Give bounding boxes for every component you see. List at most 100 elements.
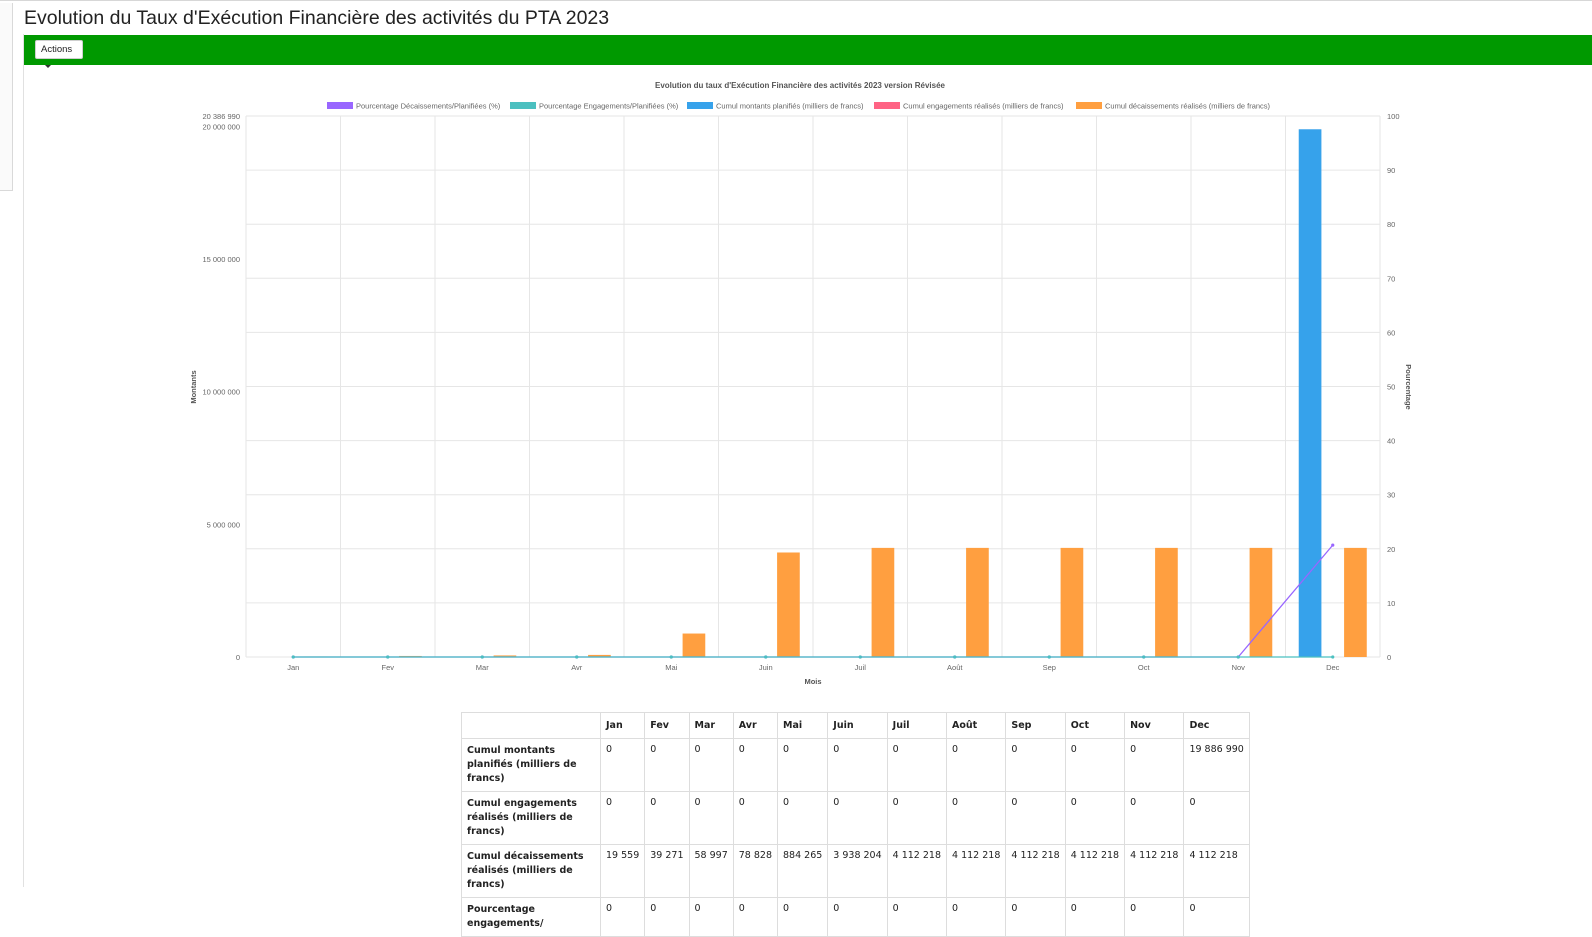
table-cell: 0 [688, 897, 734, 937]
actions-dropdown-button[interactable]: Actions [35, 40, 83, 68]
table-cell: 0 [1183, 791, 1250, 845]
table-cell: 884 265 [776, 844, 829, 898]
bar [1298, 129, 1322, 658]
table-column-header: Juil [886, 712, 948, 739]
legend-label: Pourcentage Engagements/Planifiées (%) [539, 102, 679, 111]
table-cell: 0 [946, 791, 1007, 845]
line-point [575, 655, 579, 659]
table-column-header: Dec [1183, 712, 1250, 739]
table-cell: 0 [1124, 791, 1185, 845]
legend-label: Cumul engagements réalisés (milliers de … [903, 102, 1064, 111]
x-tick-label: Avr [571, 663, 583, 672]
table-cell: 0 [1005, 897, 1066, 937]
legend-swatch [1076, 102, 1102, 109]
table-body: Cumul montants planifiés (milliers de fr… [461, 738, 1250, 937]
table-cell: 39 271 [644, 844, 690, 898]
x-axis-title: Mois [804, 677, 821, 686]
bar [1155, 547, 1178, 657]
table-cell: 0 [732, 897, 779, 937]
y-right-tick-label: 70 [1387, 274, 1395, 283]
y-right-axis-title: Pourcentage [1404, 364, 1413, 409]
table-cell: 3 938 204 [827, 844, 888, 898]
x-tick-label: Sep [1043, 663, 1056, 672]
y-right-tick-label: 80 [1387, 220, 1395, 229]
table-cell: 0 [776, 897, 829, 937]
y-right-tick-label: 60 [1387, 328, 1395, 337]
table-column-header: Nov [1124, 712, 1185, 739]
table-cell: 0 [732, 791, 779, 845]
table-cell: 0 [776, 791, 829, 845]
line-point [858, 655, 862, 659]
table-cell: 0 [1124, 897, 1185, 937]
y-left-tick-label: 15 000 000 [202, 255, 240, 264]
y-left-axis-title: Montants [189, 370, 198, 403]
legend-label: Pourcentage Décaissements/Planifiées (%) [356, 102, 501, 111]
table-cell: 0 [1064, 897, 1126, 937]
table-cell: 0 [644, 791, 690, 845]
bar [777, 552, 800, 657]
x-tick-label: Nov [1232, 663, 1246, 672]
legend-swatch [874, 102, 900, 109]
table-cell: 0 [644, 897, 690, 937]
table-cell: 0 [688, 738, 734, 792]
table-cell: 0 [886, 738, 948, 792]
table-cell: 4 112 218 [1064, 844, 1126, 898]
line-point [1331, 655, 1335, 659]
x-tick-label: Jan [287, 663, 299, 672]
legend-swatch [687, 102, 713, 109]
line-point [669, 655, 673, 659]
line-point [1047, 655, 1051, 659]
table-cell: 0 [827, 897, 888, 937]
table-cell: 0 [599, 738, 646, 792]
left-sidebar-edge [0, 3, 13, 191]
page-title: Evolution du Taux d'Exécution Financière… [24, 7, 610, 29]
legend-label: Cumul décaissements réalisés (milliers d… [1105, 102, 1271, 111]
y-right-tick-label: 90 [1387, 166, 1395, 175]
content-frame [23, 34, 1592, 887]
table-column-header: Juin [827, 712, 888, 739]
table-row-header: Cumul montants planifiés (milliers de fr… [461, 738, 601, 792]
table-cell: 0 [644, 738, 690, 792]
chart: Evolution du taux d'Exécution Financière… [189, 81, 1413, 686]
legend-label: Cumul montants planifiés (milliers de fr… [716, 102, 864, 111]
bar [1344, 547, 1367, 657]
y-left-tick-label: 20 000 000 [202, 122, 240, 131]
line-point [1236, 655, 1240, 659]
table-cell: 0 [1064, 791, 1126, 845]
x-tick-label: Juil [855, 663, 867, 672]
table-cell: 0 [1005, 738, 1066, 792]
line-point [386, 655, 390, 659]
table-cell: 0 [1124, 738, 1185, 792]
x-tick-label: Oct [1138, 663, 1151, 672]
table-cell: 0 [827, 791, 888, 845]
line-point [953, 655, 957, 659]
table-row: Cumul décaissements réalisés (milliers d… [461, 844, 1250, 898]
table-column-header: Mar [688, 712, 734, 739]
bar [588, 654, 611, 657]
bar [493, 655, 517, 657]
y-left-tick-label: 0 [236, 653, 240, 662]
y-right-tick-label: 40 [1387, 437, 1395, 446]
x-tick-label: Août [947, 663, 963, 672]
data-table: Jan Fev Mar Avr Mai Juin Juil Août Sep Oct Nov Dec … [461, 712, 1250, 937]
bar [871, 547, 895, 657]
bar [1060, 547, 1084, 657]
table-cell: 4 112 218 [1183, 844, 1250, 898]
line-point [764, 655, 768, 659]
y-right-tick-label: 30 [1387, 491, 1395, 500]
x-tick-label: Juin [759, 663, 773, 672]
x-tick-label: Fev [381, 663, 394, 672]
table-cell: 0 [946, 738, 1007, 792]
table-cell: 0 [1064, 738, 1126, 792]
table-cell: 4 112 218 [886, 844, 948, 898]
table-row-header: Cumul décaissements réalisés (milliers d… [461, 844, 601, 898]
chart-title: Evolution du taux d'Exécution Financière… [655, 81, 946, 90]
y-left-tick-label: 20 386 990 [202, 112, 240, 121]
x-tick-label: Dec [1326, 663, 1340, 672]
x-tick-label: Mar [476, 663, 489, 672]
table-column-header: Avr [732, 712, 779, 739]
y-right-tick-label: 100 [1387, 112, 1400, 121]
table-cell: 0 [688, 791, 734, 845]
table-cell: 0 [732, 738, 779, 792]
table-cell: 58 997 [688, 844, 734, 898]
